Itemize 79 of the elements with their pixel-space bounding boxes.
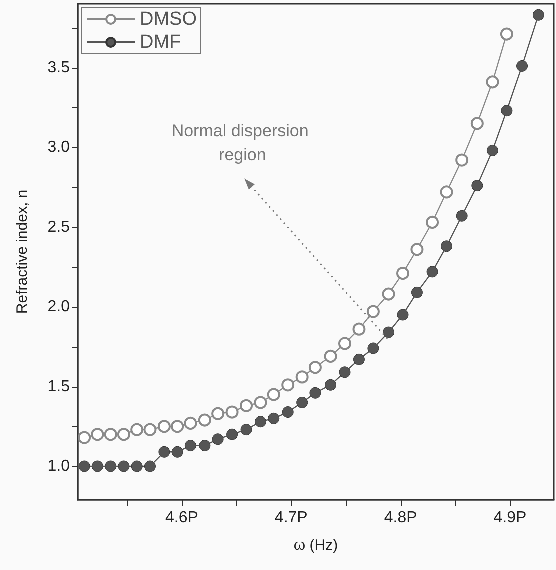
point: [172, 446, 184, 458]
point: [144, 460, 156, 472]
point: [338, 337, 352, 350]
point: [105, 460, 117, 472]
point: [296, 370, 309, 384]
point: [158, 420, 171, 434]
point: [78, 460, 90, 472]
point: [441, 240, 453, 252]
point: [212, 434, 224, 446]
point: [226, 406, 239, 419]
point: [368, 342, 380, 354]
point: [325, 379, 337, 391]
point: [366, 305, 380, 318]
point: [240, 399, 254, 412]
point: [352, 322, 366, 336]
y-tick-label: 2.5: [48, 218, 70, 236]
point: [91, 428, 104, 442]
legend-label: DMSO: [140, 9, 197, 30]
point: [383, 326, 395, 338]
point: [397, 309, 409, 321]
point: [184, 416, 198, 430]
point: [426, 266, 438, 278]
point: [486, 144, 498, 156]
point: [296, 396, 308, 408]
x-tick-label: 4.9P: [494, 510, 527, 526]
point: [254, 396, 268, 410]
point: [171, 420, 184, 434]
y-tick-label: 2.0: [48, 298, 70, 316]
point: [382, 288, 396, 301]
y-tick-label: 3.0: [48, 139, 70, 156]
y-tick-label: 1.5: [48, 378, 70, 396]
x-tick-label: 4.8P: [384, 510, 418, 526]
point: [456, 154, 469, 167]
legend-label: DMF: [140, 32, 182, 53]
point: [411, 286, 423, 298]
point: [339, 366, 351, 378]
point: [500, 28, 514, 41]
point: [131, 460, 143, 472]
point: [268, 412, 280, 424]
point: [198, 414, 212, 427]
point: [310, 387, 322, 399]
point: [282, 406, 294, 418]
point: [92, 460, 104, 472]
point: [396, 267, 410, 280]
point: [255, 416, 266, 428]
y-axis-title: Refractive index, n: [14, 190, 31, 314]
y-tick-label: 3.5: [48, 59, 70, 76]
point: [486, 76, 500, 89]
x-axis-title: ω (Hz): [294, 537, 338, 554]
point: [130, 423, 144, 436]
y-tick-label: 1.0: [48, 458, 70, 476]
point: [199, 440, 211, 452]
point: [308, 361, 322, 374]
point: [104, 428, 118, 442]
point: [212, 407, 225, 420]
point: [78, 431, 92, 444]
point: [240, 424, 252, 436]
point: [117, 428, 130, 442]
point: [470, 117, 484, 130]
point: [118, 460, 130, 472]
point: [184, 440, 196, 452]
point: [267, 388, 280, 402]
point: [144, 423, 157, 436]
point: [353, 354, 365, 366]
point: [472, 180, 484, 192]
point: [324, 350, 338, 363]
point: [516, 60, 528, 72]
point: [456, 210, 468, 222]
point: [226, 428, 238, 440]
point: [532, 9, 544, 21]
point: [282, 378, 295, 392]
annotation: Normal dispersion region: [172, 121, 314, 164]
point: [501, 105, 513, 117]
point: [158, 446, 170, 458]
x-tick-label: 4.7P: [274, 510, 308, 526]
x-tick-label: 4.6P: [165, 510, 198, 526]
point: [440, 186, 454, 199]
point: [410, 243, 424, 256]
point: [426, 216, 440, 229]
